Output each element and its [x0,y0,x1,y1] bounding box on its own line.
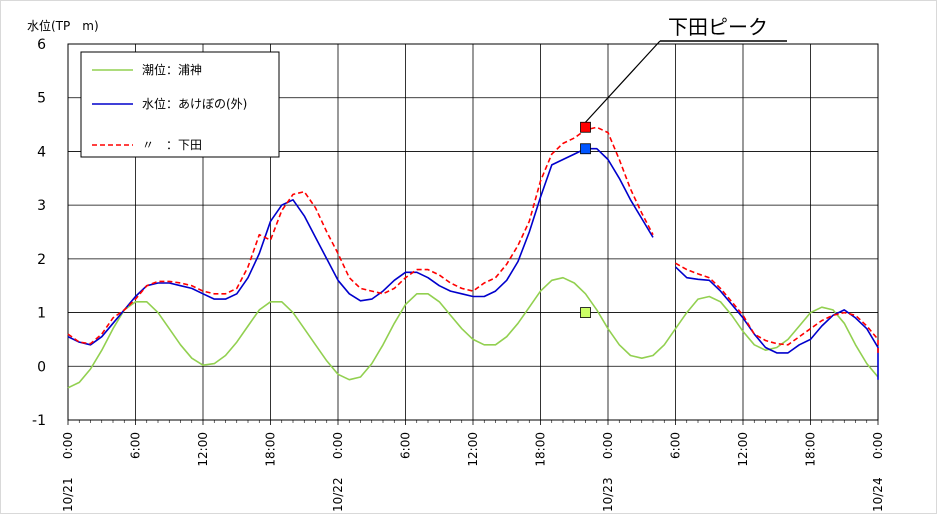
y-tick-label: 2 [37,252,46,268]
y-tick-label: 3 [37,198,46,214]
y-tick-label: 1 [37,306,46,322]
x-tick-label: 0:00 [61,432,75,459]
x-tick-label: 6:00 [129,432,143,459]
x-tick-label: 18:00 [264,432,278,467]
peak-markers [580,121,591,318]
peak-marker [580,143,591,155]
x-tick-label: 0:00 [331,432,345,459]
y-axis-label: 水位(TP m) [27,18,99,33]
legend: 潮位：浦神 水位：あけぼの(外) 〃 ：下田 [80,51,280,158]
peak-marker [580,121,591,133]
series-lines [67,126,879,389]
x-tick-label: 0:00 [871,432,885,459]
y-tick-label: 5 [37,91,46,107]
series-line-2 [675,262,879,353]
grid [67,43,879,421]
legend-label-akebono: 水位：あけぼの(外) [142,96,247,111]
x-date-label: 10/22 [331,477,345,512]
series-line-1 [674,266,879,380]
x-tick-label: 6:00 [669,432,683,459]
x-tick-label: 12:00 [466,432,480,467]
series-line-0 [67,276,879,389]
y-tick-label: -1 [32,413,46,429]
x-date-label: 10/24 [871,477,885,512]
annotation-leader-line [585,40,661,123]
peak-annotation: 下田ピーク [585,15,787,123]
x-tick-label: 0:00 [601,432,615,459]
x-tick-label: 12:00 [196,432,210,467]
x-tick-label: 12:00 [736,432,750,467]
peak-marker [580,307,591,318]
x-tick-label: 18:00 [804,432,818,467]
x-tick-label: 18:00 [534,432,548,467]
y-tick-label: 0 [37,359,46,375]
y-tick-label: 6 [37,37,46,53]
legend-label-tide: 潮位：浦神 [142,62,202,77]
axes: -1 0 1 2 3 4 5 6 0:00 10/21 6:00 12:00 18:00 0:00 10/2… [32,37,885,512]
annotation-label: 下田ピーク [668,15,768,39]
y-tick-label: 4 [37,144,46,160]
x-tick-label: 6:00 [399,432,413,459]
series-line-1 [67,147,654,346]
x-date-label: 10/21 [61,477,75,512]
x-date-label: 10/23 [601,477,615,512]
legend-label-shimoda: 〃 ：下田 [142,138,202,152]
